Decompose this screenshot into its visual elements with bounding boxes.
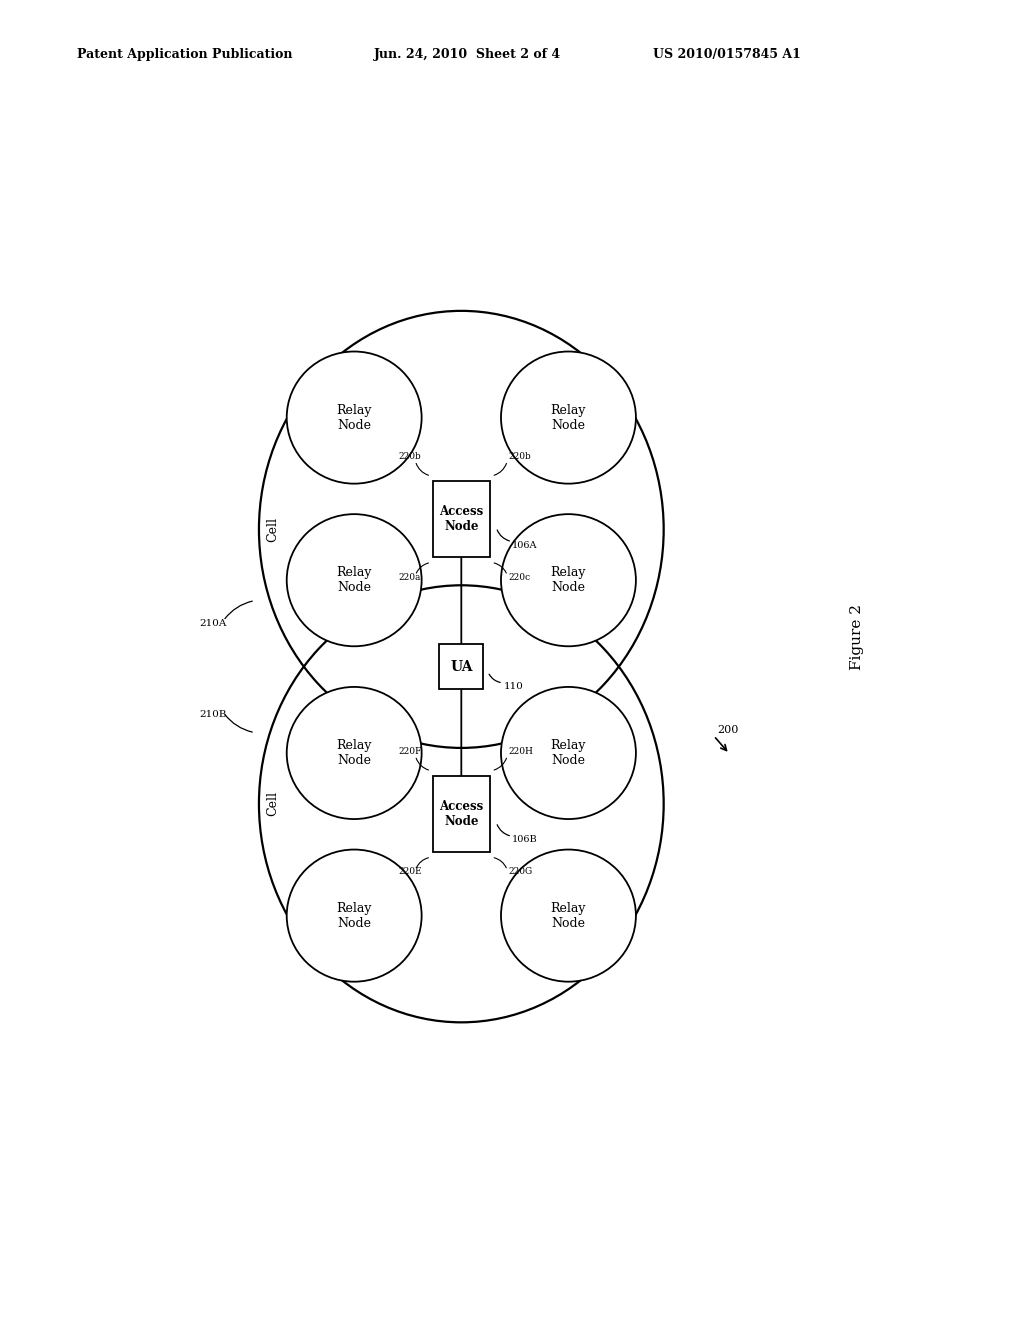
Text: 220F: 220F <box>398 747 422 755</box>
Text: Relay
Node: Relay Node <box>551 902 586 929</box>
Text: 106A: 106A <box>512 541 538 549</box>
Bar <box>433 480 489 557</box>
Text: Relay
Node: Relay Node <box>337 566 372 594</box>
Text: 220b: 220b <box>508 451 530 461</box>
Ellipse shape <box>287 515 422 647</box>
Text: Patent Application Publication: Patent Application Publication <box>77 48 292 61</box>
Text: 210A: 210A <box>200 619 226 628</box>
Ellipse shape <box>501 686 636 818</box>
Text: 106B: 106B <box>512 836 538 845</box>
Text: 220c: 220c <box>508 573 530 582</box>
Text: 200: 200 <box>717 725 738 735</box>
Text: 220E: 220E <box>398 867 422 876</box>
Ellipse shape <box>501 515 636 647</box>
Text: Cell: Cell <box>266 517 280 543</box>
Text: Access
Node: Access Node <box>439 506 483 533</box>
Text: Relay
Node: Relay Node <box>337 404 372 432</box>
Text: Figure 2: Figure 2 <box>850 603 864 669</box>
Text: Cell: Cell <box>266 791 280 816</box>
Ellipse shape <box>287 351 422 483</box>
Text: 220G: 220G <box>508 867 532 876</box>
Text: Relay
Node: Relay Node <box>551 566 586 594</box>
Text: UA: UA <box>451 660 472 673</box>
Bar <box>433 776 489 853</box>
Ellipse shape <box>287 686 422 818</box>
Ellipse shape <box>287 850 422 982</box>
Text: Relay
Node: Relay Node <box>337 902 372 929</box>
Text: Access
Node: Access Node <box>439 800 483 828</box>
Text: 220H: 220H <box>508 747 534 755</box>
Text: 220a: 220a <box>398 573 421 582</box>
Bar <box>439 644 483 689</box>
Ellipse shape <box>501 850 636 982</box>
Text: Jun. 24, 2010  Sheet 2 of 4: Jun. 24, 2010 Sheet 2 of 4 <box>374 48 561 61</box>
Text: 110: 110 <box>504 682 523 690</box>
Text: 220b: 220b <box>398 451 421 461</box>
Ellipse shape <box>501 351 636 483</box>
Text: Relay
Node: Relay Node <box>337 739 372 767</box>
Text: Relay
Node: Relay Node <box>551 404 586 432</box>
Text: US 2010/0157845 A1: US 2010/0157845 A1 <box>653 48 801 61</box>
Text: Relay
Node: Relay Node <box>551 739 586 767</box>
Text: 210B: 210B <box>200 710 227 719</box>
